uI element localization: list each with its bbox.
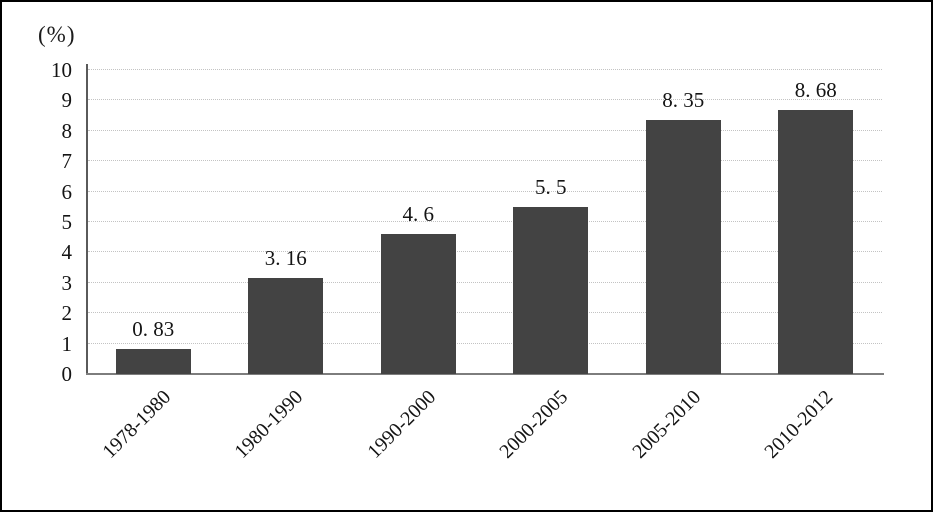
y-tick-label: 9 [61, 88, 73, 113]
x-tick-label: 1978-1980 [97, 386, 175, 463]
y-gridline [88, 190, 882, 192]
y-tick-label: 0 [61, 362, 73, 386]
y-tick-label: 2 [61, 301, 73, 326]
bar-value-label: 0. 83 [132, 316, 175, 341]
x-tick-label: 2005-2010 [627, 386, 705, 463]
x-tick-label: 1990-2000 [362, 386, 440, 463]
bar [513, 206, 589, 374]
y-gridline [88, 281, 882, 283]
y-gridline [88, 312, 882, 314]
x-axis-line [86, 373, 884, 375]
y-tick-label: 5 [61, 210, 73, 234]
y-tick-label: 8 [61, 118, 73, 143]
bar [248, 277, 324, 374]
x-tick-label: 2010-2012 [760, 386, 838, 463]
y-tick-label: 10 [51, 58, 72, 82]
bar-value-label: 8. 35 [662, 88, 705, 113]
bar [645, 120, 721, 374]
y-tick-label: 1 [61, 331, 73, 356]
y-tick-label: 4 [61, 240, 73, 265]
y-gridline [88, 99, 882, 101]
bar-value-label: 5. 5 [535, 174, 567, 199]
y-axis-line [86, 64, 88, 375]
y-gridline [88, 251, 882, 253]
y-gridline [88, 69, 882, 70]
bar [778, 110, 854, 374]
y-axis-unit-label: (%) [38, 22, 76, 47]
y-tick-label: 3 [61, 270, 73, 295]
bar-value-label: 4. 6 [402, 202, 435, 227]
x-tick-label: 2000-2005 [495, 386, 573, 463]
y-tick-label: 6 [61, 179, 73, 204]
bar-value-label: 8. 68 [794, 78, 837, 103]
x-tick-label: 1980-1990 [230, 386, 308, 463]
y-gridline [88, 129, 882, 131]
y-gridline [88, 221, 882, 222]
bar [380, 234, 456, 374]
y-tick-label: 7 [61, 149, 73, 174]
bar-value-label: 3. 16 [264, 245, 307, 270]
y-gridline [88, 342, 882, 344]
bar [115, 348, 191, 374]
y-gridline [88, 160, 882, 162]
